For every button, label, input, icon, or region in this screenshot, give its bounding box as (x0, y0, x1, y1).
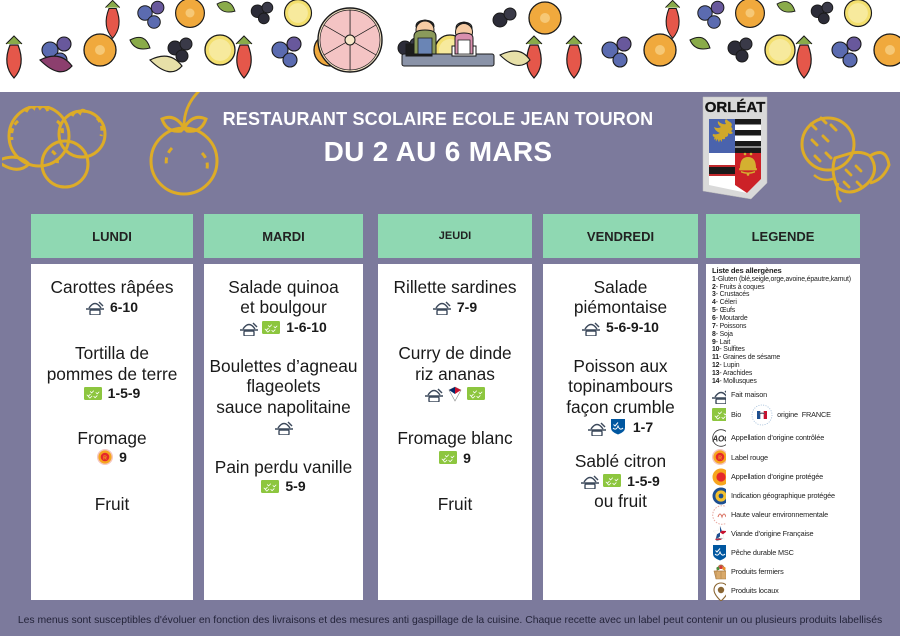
svg-text:ORLÉAT: ORLÉAT (705, 99, 766, 116)
